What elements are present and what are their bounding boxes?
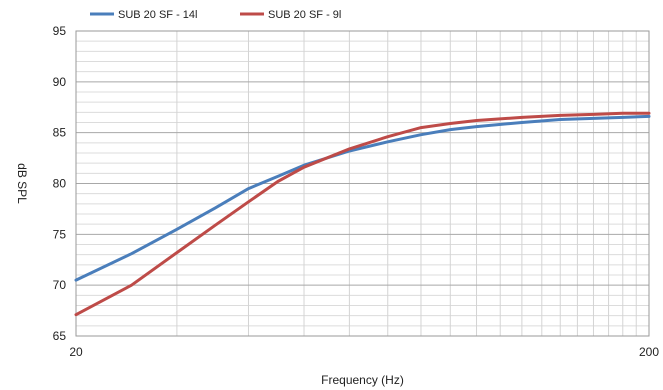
series-line-2 — [74, 111, 651, 317]
y-tick-label: 90 — [53, 75, 67, 89]
series-line-1 — [74, 114, 651, 282]
y-tick-label: 70 — [53, 278, 67, 292]
y-axis-tick-labels: 65 70 75 80 85 90 95 — [53, 24, 67, 343]
x-tick-label: 20 — [69, 345, 83, 359]
legend-label-1: SUB 20 SF - 14l — [118, 9, 197, 21]
legend-label-2: SUB 20 SF - 9l — [268, 9, 341, 21]
y-tick-label: 75 — [53, 227, 67, 241]
y-tick-label: 65 — [53, 329, 67, 343]
y-tick-label: 80 — [53, 177, 67, 191]
y-axis-title: dB SPL — [15, 163, 29, 204]
plot-area-frame — [75, 30, 650, 337]
y-tick-label: 95 — [53, 24, 67, 38]
x-tick-label: 200 — [639, 345, 659, 359]
x-axis-tick-labels: 20 200 — [69, 345, 659, 359]
y-tick-label: 85 — [53, 126, 67, 140]
legend: SUB 20 SF - 14l SUB 20 SF - 9l — [90, 9, 341, 21]
series-lines — [74, 111, 651, 317]
x-axis-title: Frequency (Hz) — [321, 373, 404, 387]
